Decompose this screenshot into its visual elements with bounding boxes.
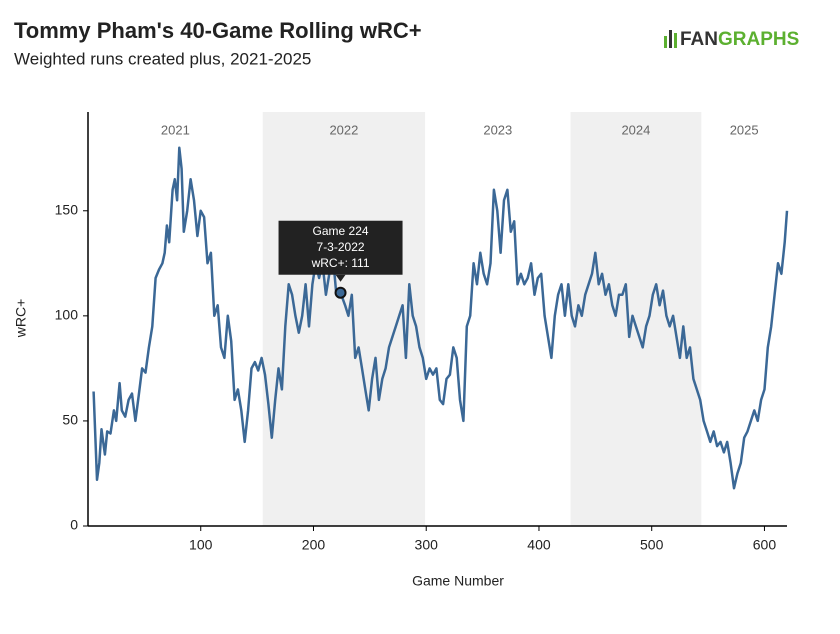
season-label: 2024 (621, 122, 650, 137)
x-tick-label: 200 (302, 537, 326, 553)
chart-title: Tommy Pham's 40-Game Rolling wRC+ (14, 18, 422, 43)
x-tick-label: 600 (753, 537, 777, 553)
tooltip-text: wRC+: 111 (311, 256, 370, 270)
y-tick-label: 150 (55, 201, 79, 217)
season-label: 2022 (329, 122, 358, 137)
x-axis-label: Game Number (412, 573, 504, 589)
logo-bar (669, 30, 672, 48)
season-band (570, 112, 702, 526)
season-label: 2023 (483, 122, 512, 137)
logo-text: FANGRAPHS (680, 29, 799, 50)
tooltip-text: Game 224 (313, 224, 369, 238)
y-tick-label: 0 (70, 517, 78, 533)
x-tick-label: 500 (640, 537, 664, 553)
logo-bar (664, 36, 667, 48)
logo-right: GRAPHS (718, 29, 799, 50)
y-tick-label: 50 (62, 412, 78, 428)
data-line (92, 146, 789, 490)
chart-subtitle: Weighted runs created plus, 2021-2025 (14, 49, 311, 68)
x-tick-label: 400 (527, 537, 551, 553)
tooltip-text: 7-3-2022 (317, 240, 365, 254)
season-label: 2021 (161, 122, 190, 137)
y-tick-label: 100 (55, 307, 79, 323)
tooltip-pointer (335, 274, 346, 282)
y-axis-label: wRC+ (13, 299, 29, 339)
tooltip-box (278, 220, 403, 275)
season-label: 2025 (730, 122, 759, 137)
logo-left: FAN (680, 29, 718, 50)
x-tick-label: 100 (189, 537, 213, 553)
logo-bar (674, 33, 677, 48)
logo: FANGRAPHS (664, 29, 799, 50)
annotation-point (334, 286, 347, 299)
x-tick-label: 300 (415, 537, 439, 553)
